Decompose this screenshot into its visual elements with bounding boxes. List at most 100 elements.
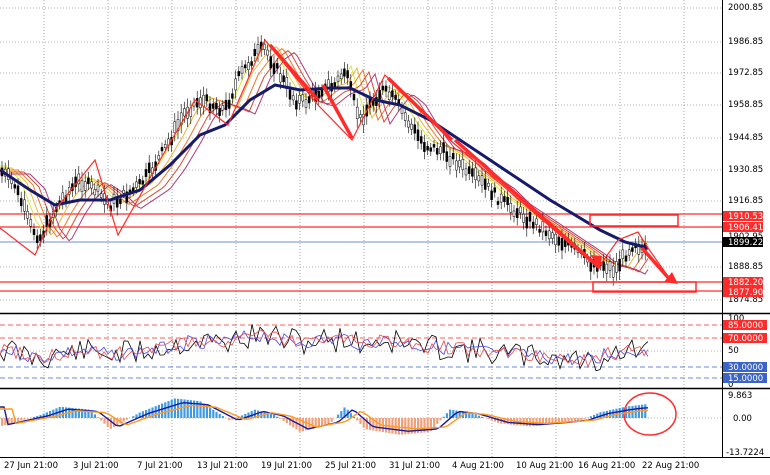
macd-bar xyxy=(90,411,93,418)
candle-body xyxy=(378,89,381,100)
macd-bar xyxy=(356,418,359,421)
macd-tick: 0.00 xyxy=(733,414,752,424)
macd-bar xyxy=(618,408,621,418)
macd-bar xyxy=(218,414,221,418)
macd-bar xyxy=(241,415,244,418)
candle-body xyxy=(231,93,234,99)
time-tick: 13 Jul 21:00 xyxy=(197,461,248,471)
macd-bar xyxy=(285,418,288,424)
macd-bar xyxy=(1,418,4,426)
macd-bar xyxy=(535,418,538,426)
macd-bar xyxy=(183,399,186,418)
candle-body xyxy=(141,180,145,185)
macd-bar xyxy=(573,418,576,422)
candle-body xyxy=(99,193,103,198)
candle-body xyxy=(39,234,42,241)
macd-bar xyxy=(279,418,282,419)
macd-bar xyxy=(65,407,68,418)
candle-body xyxy=(429,147,433,152)
macd-bar xyxy=(109,418,112,429)
macd-bar xyxy=(433,418,436,428)
macd-tick: 9.863 xyxy=(728,391,752,401)
macd-bar xyxy=(548,418,551,425)
candle-body xyxy=(29,219,33,227)
macd-bar xyxy=(317,418,320,427)
candle-body xyxy=(93,189,97,196)
candle-body xyxy=(221,105,225,111)
candle-body xyxy=(611,265,615,278)
macd-axis: 9.863 0.00 -13.7224 xyxy=(726,391,764,458)
time-tick: 7 Jul 21:00 xyxy=(137,461,183,471)
macd-bar xyxy=(429,418,432,432)
candle-body xyxy=(346,70,349,79)
macd-bar xyxy=(321,418,324,426)
macd-bar xyxy=(353,416,356,418)
candle-body xyxy=(288,89,292,100)
rsi-tick: 50 xyxy=(728,346,739,356)
macd-bar xyxy=(471,413,474,418)
candle-body xyxy=(279,73,282,83)
macd-bar xyxy=(413,418,416,434)
time-axis: 27 Jun 21:00 3 Jul 21:00 7 Jul 21:00 13 … xyxy=(4,461,699,471)
candle-body xyxy=(451,152,455,160)
rsi-axis: 100 50 0 85.0000 70.0000 30.0000 15.0000 xyxy=(723,314,767,390)
candle-body xyxy=(282,75,285,83)
rsi-label-blue: 15.0000 xyxy=(728,374,763,384)
macd-bar xyxy=(583,418,586,419)
price-label-red: 1910.53 xyxy=(728,212,763,222)
candle-body xyxy=(410,123,413,130)
macd-bar xyxy=(84,409,87,418)
candle-body xyxy=(627,249,631,256)
macd-bar xyxy=(420,418,423,433)
candle-body xyxy=(551,232,554,239)
macd-bar xyxy=(100,418,103,421)
candle-body xyxy=(352,94,356,101)
macd-bar xyxy=(119,418,122,424)
candle-body xyxy=(202,94,205,107)
main-pane[interactable] xyxy=(0,0,722,313)
price-label-current: 1899.22 xyxy=(728,238,763,248)
candle-body xyxy=(547,230,551,240)
macd-bar xyxy=(154,406,157,418)
rsi-tick: 0 xyxy=(728,380,733,390)
price-tick: 1930.85 xyxy=(728,165,763,175)
candle-body xyxy=(423,142,426,152)
macd-bar xyxy=(372,418,375,431)
candle-body xyxy=(160,147,164,152)
candle-body xyxy=(400,107,404,114)
macd-bar xyxy=(509,418,512,425)
time-tick: 22 Aug 21:00 xyxy=(642,461,699,471)
macd-bar xyxy=(20,418,23,421)
candle-body xyxy=(531,221,535,229)
candle-body xyxy=(211,103,215,109)
macd-bar xyxy=(186,399,189,418)
macd-bar xyxy=(401,418,404,435)
candle-body xyxy=(250,61,253,66)
candle-body xyxy=(125,191,129,203)
macd-bar xyxy=(305,418,308,431)
candle-body xyxy=(199,97,202,108)
time-tick: 10 Aug 21:00 xyxy=(516,461,573,471)
candle-body xyxy=(448,155,452,167)
macd-bar xyxy=(397,418,400,435)
candle-body xyxy=(467,166,471,174)
macd-bar xyxy=(103,418,106,424)
ribbon-line xyxy=(0,50,649,273)
candle-body xyxy=(471,168,474,177)
candle-body xyxy=(227,99,231,109)
macd-bar xyxy=(551,418,554,425)
price-tick: 1916.85 xyxy=(728,196,763,206)
candle-body xyxy=(163,144,167,148)
candle-body xyxy=(474,167,477,180)
price-label-red: 1882.20 xyxy=(728,278,763,288)
macd-bar xyxy=(545,418,548,425)
macd-bar xyxy=(436,418,439,424)
macd-bar xyxy=(205,405,208,418)
candle-body xyxy=(624,255,628,262)
candle-body xyxy=(16,185,20,196)
candle-body xyxy=(266,49,269,56)
macd-bar xyxy=(487,418,490,420)
candle-body xyxy=(301,94,305,102)
macd-bar xyxy=(212,409,215,418)
